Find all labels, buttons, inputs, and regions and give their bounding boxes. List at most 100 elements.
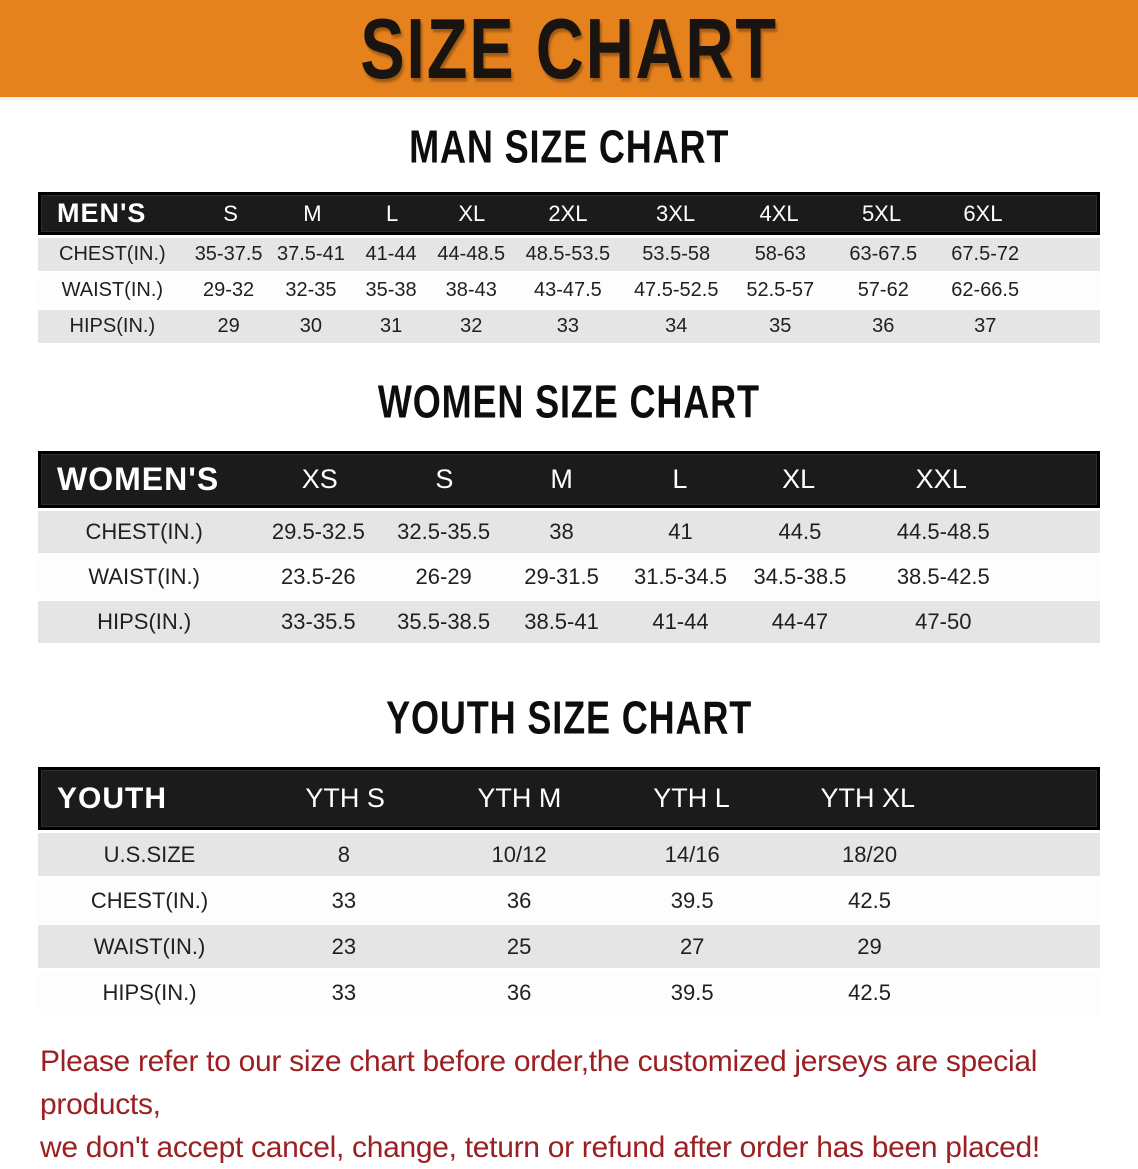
row-label: WAIST(IN.) [93, 933, 206, 959]
table-header-bar: WOMEN'S XS S M L XL XXL [38, 451, 1100, 508]
value-cell: 42.5 [848, 887, 891, 913]
banner-title: SIZE CHART [360, 0, 778, 97]
value-cell: 8 [337, 841, 350, 867]
value-cell: 52.5-57 [746, 279, 815, 301]
value-cell: 41-44 [652, 609, 709, 634]
row-label: HIPS(IN.) [69, 315, 156, 337]
value-cell: 35-38 [365, 279, 417, 301]
women-size-chart-section: WOMEN SIZE CHART WOMEN'S XS S M L XL XXL CHEST(… [0, 376, 1138, 643]
value-cell: 27 [679, 933, 705, 959]
value-cell: 37.5-41 [276, 243, 345, 265]
value-cell: 31.5-34.5 [633, 564, 727, 589]
value-cell: 33 [331, 887, 357, 913]
value-cell: 33-35.5 [281, 609, 356, 634]
size-column-header: YTH L [653, 783, 730, 813]
measurement-row: HIPS(IN.) 33-35.5 35.5-38.5 38.5-41 41-44 44-… [38, 601, 1100, 643]
value-cell: 10/12 [491, 841, 547, 867]
size-column-header: YTH S [305, 783, 385, 813]
table-header-bar: YOUTH YTH S YTH M YTH L YTH XL [38, 767, 1100, 830]
value-cell: 67.5-72 [951, 243, 1020, 265]
value-cell: 23.5-26 [281, 564, 356, 589]
size-column-header: L [385, 200, 399, 226]
man-size-chart-section: MAN SIZE CHART MEN'S S M L XL 2XL 3XL 4XL 5XL 6XL… [0, 122, 1138, 343]
youth-size-table: YOUTH YTH S YTH M YTH L YTH XL U.S.SIZE 8 10/12… [38, 767, 1100, 1014]
order-disclaimer: Please refer to our size chart before or… [40, 1040, 1118, 1169]
value-cell: 37 [974, 315, 997, 337]
value-cell: 32 [460, 315, 483, 337]
women-section-heading-text: WOMEN SIZE CHART [378, 376, 760, 429]
value-cell: 29-31.5 [524, 564, 599, 589]
size-column-header: M [550, 464, 573, 494]
value-cell: 36 [506, 979, 532, 1005]
man-section-heading: MAN SIZE CHART [0, 122, 1138, 172]
value-cell: 32.5-35.5 [397, 519, 491, 544]
size-column-header: S [435, 464, 454, 494]
value-cell: 35.5-38.5 [397, 609, 491, 634]
value-cell: 44-47 [771, 609, 829, 634]
row-label: U.S.SIZE [103, 841, 196, 867]
size-column-header: XS [301, 464, 338, 494]
value-cell: 25 [506, 933, 532, 959]
measurement-row: CHEST(IN.) 33 36 39.5 42.5 [38, 879, 1100, 922]
value-cell: 33 [556, 315, 580, 337]
measurement-row: WAIST(IN.) 23 25 27 29 [38, 925, 1100, 968]
size-column-header: S [223, 200, 238, 226]
womens-size-table: WOMEN'S XS S M L XL XXL CHEST(IN.) 29.5-32.5 32.5… [38, 451, 1100, 643]
size-column-header: XXL [915, 464, 967, 494]
value-cell: 38.5-42.5 [896, 564, 990, 589]
value-cell: 30 [299, 315, 323, 337]
value-cell: 39.5 [670, 887, 714, 913]
value-cell: 53.5-58 [642, 243, 711, 265]
row-label: CHEST(IN.) [85, 519, 203, 544]
table-title-cell: WOMEN'S [57, 461, 220, 497]
size-column-header: XL [782, 464, 816, 494]
measurement-row: CHEST(IN.) 35-37.5 37.5-41 41-44 44-48.5 48.5… [38, 238, 1100, 271]
youth-section-heading-text: YOUTH SIZE CHART [386, 692, 752, 745]
disclaimer-line-2: we don't accept cancel, change, teturn o… [40, 1131, 1040, 1164]
youth-section-heading: YOUTH SIZE CHART [0, 692, 1138, 745]
value-cell: 63-67.5 [849, 243, 918, 265]
youth-size-chart-section: YOUTH SIZE CHART YOUTH YTH S YTH M YTH L YTH… [0, 692, 1138, 1014]
value-cell: 29.5-32.5 [271, 519, 365, 544]
value-cell: 47-50 [915, 609, 972, 634]
size-column-header: 6XL [963, 200, 1003, 226]
row-label: CHEST(IN.) [59, 243, 166, 265]
value-cell: 41-44 [365, 243, 417, 265]
measurement-row: CHEST(IN.) 29.5-32.5 32.5-35.5 38 41 44.5 44.5… [38, 511, 1100, 553]
size-column-header: L [672, 464, 688, 494]
size-column-header: 5XL [861, 200, 902, 226]
row-label: HIPS(IN.) [102, 979, 197, 1005]
value-cell: 44.5 [778, 519, 822, 544]
table-title-cell: YOUTH [57, 781, 167, 815]
value-cell: 62-66.5 [951, 279, 1020, 301]
value-cell: 58-63 [754, 243, 806, 265]
table-title-cell: MEN'S [57, 198, 147, 228]
measurement-row: HIPS(IN.) 29 30 31 32 33 34 35 36 37 [38, 310, 1100, 343]
size-column-header: 3XL [656, 200, 696, 226]
mens-size-table: MEN'S S M L XL 2XL 3XL 4XL 5XL 6XL CHEST(IN.) 35-37… [38, 192, 1100, 343]
value-cell: 23 [331, 933, 357, 959]
row-label: CHEST(IN.) [90, 887, 209, 913]
value-cell: 44-48.5 [437, 243, 506, 265]
value-cell: 34.5-38.5 [753, 564, 847, 589]
value-cell: 14/16 [664, 841, 720, 867]
value-cell: 29 [217, 315, 240, 337]
value-cell: 44.5-48.5 [896, 519, 990, 544]
size-chart-banner: SIZE CHART [0, 0, 1138, 100]
value-cell: 38-43 [445, 279, 497, 301]
value-cell: 38.5-41 [524, 609, 599, 634]
value-cell: 36 [506, 887, 532, 913]
value-cell: 36 [872, 315, 895, 337]
women-section-heading: WOMEN SIZE CHART [0, 376, 1138, 429]
value-cell: 48.5-53.5 [525, 243, 611, 265]
measurement-row: HIPS(IN.) 33 36 39.5 42.5 [38, 971, 1100, 1014]
row-label: WAIST(IN.) [61, 279, 164, 301]
size-column-header: 4XL [759, 200, 799, 226]
size-column-header: YTH XL [820, 783, 916, 813]
value-cell: 31 [379, 315, 403, 337]
value-cell: 18/20 [842, 841, 898, 867]
value-cell: 34 [665, 315, 688, 337]
disclaimer-line-1: Please refer to our size chart before or… [40, 1045, 1038, 1121]
measurement-row: WAIST(IN.) 23.5-26 26-29 29-31.5 31.5-34.5 34… [38, 556, 1100, 598]
value-cell: 42.5 [848, 979, 891, 1005]
